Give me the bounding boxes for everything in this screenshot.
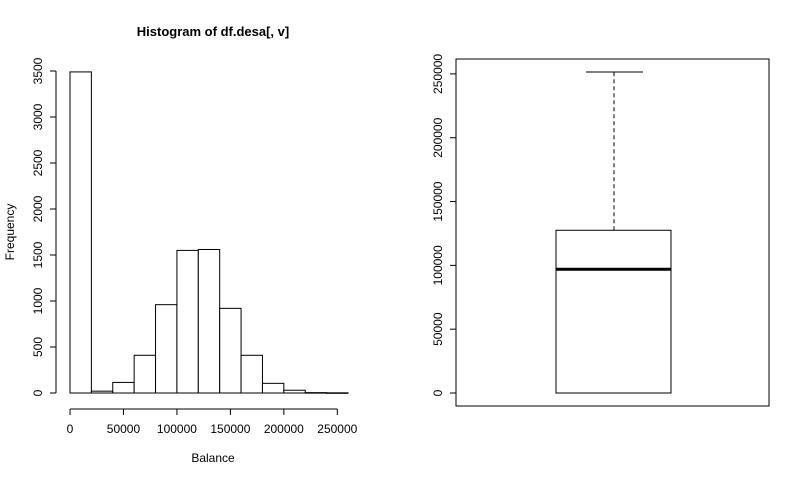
histogram-y-tick-label: 0 bbox=[31, 389, 45, 396]
histogram-x-label: Balance bbox=[191, 451, 235, 465]
histogram-x-tick-label: 50000 bbox=[107, 422, 141, 436]
boxplot-y-axis: 0 50000 100000 150000 200000 250000 bbox=[431, 54, 457, 396]
histogram-bar bbox=[176, 249, 199, 394]
boxplot-y-tick-label: 0 bbox=[431, 389, 445, 396]
histogram-y-tick-label: 1000 bbox=[31, 287, 45, 314]
histogram-bar bbox=[133, 354, 157, 394]
histogram-y-tick-label: 1500 bbox=[31, 241, 45, 268]
histogram-y-tick-label: 3500 bbox=[31, 57, 45, 84]
histogram-x-tick-label: 150000 bbox=[210, 422, 250, 436]
boxplot-y-tick-label: 150000 bbox=[431, 181, 445, 221]
histogram-title: Histogram of df.desa[, v] bbox=[137, 24, 289, 39]
histogram-x-tick-label: 100000 bbox=[157, 422, 197, 436]
histogram-y-tick-label: 2500 bbox=[31, 149, 45, 176]
histogram-bar bbox=[261, 382, 285, 394]
histogram-panel: Histogram of df.desa[, v] 0 50000 100000 15… bbox=[3, 24, 358, 465]
histogram-bar bbox=[326, 392, 349, 394]
histogram-bar bbox=[90, 390, 114, 394]
histogram-bar bbox=[197, 248, 221, 394]
histogram-x-tick-label: 0 bbox=[67, 422, 74, 436]
histogram-bar bbox=[69, 71, 92, 394]
histogram-bar bbox=[219, 307, 242, 394]
boxplot-body bbox=[555, 71, 672, 394]
histogram-y-axis: 0 500 1000 1500 2000 2500 3000 3500 bbox=[31, 57, 57, 396]
histogram-y-tick-label: 2000 bbox=[31, 195, 45, 222]
boxplot-panel: 0 50000 100000 150000 200000 250000 bbox=[431, 54, 770, 407]
boxplot-y-tick-label: 250000 bbox=[431, 54, 445, 94]
histogram-x-axis: 0 50000 100000 150000 200000 250000 bbox=[67, 408, 358, 436]
histogram-bar bbox=[112, 381, 135, 394]
histogram-y-tick-label: 500 bbox=[31, 337, 45, 357]
histogram-bar bbox=[240, 354, 263, 394]
histogram-bars bbox=[69, 71, 349, 394]
histogram-bar bbox=[283, 389, 306, 394]
histogram-bar bbox=[155, 304, 178, 394]
histogram-y-label: Frequency bbox=[3, 204, 17, 261]
boxplot-y-tick-label: 50000 bbox=[431, 312, 445, 346]
histogram-x-tick-label: 200000 bbox=[264, 422, 304, 436]
histogram-y-tick-label: 3000 bbox=[31, 103, 45, 130]
histogram-bar bbox=[304, 392, 328, 394]
boxplot-y-tick-label: 100000 bbox=[431, 245, 445, 285]
boxplot-y-tick-label: 200000 bbox=[431, 117, 445, 157]
histogram-x-tick-label: 250000 bbox=[317, 422, 357, 436]
